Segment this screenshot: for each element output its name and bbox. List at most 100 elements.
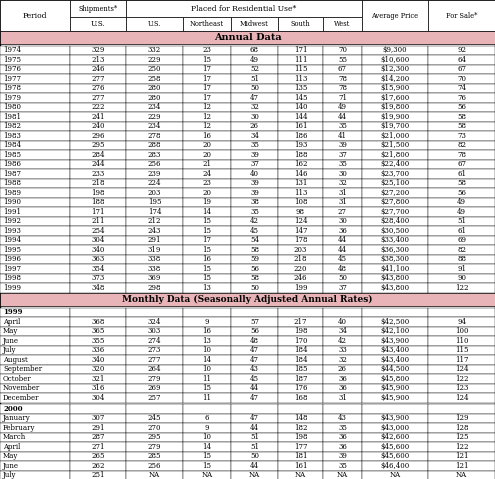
Bar bbox=[362, 83, 428, 93]
Text: July: July bbox=[3, 471, 16, 479]
Text: 27: 27 bbox=[338, 208, 347, 216]
Bar bbox=[278, 404, 323, 413]
Bar bbox=[126, 317, 183, 327]
Bar bbox=[183, 65, 231, 74]
Bar bbox=[428, 160, 495, 169]
Text: 124: 124 bbox=[455, 394, 468, 402]
Bar bbox=[231, 17, 278, 31]
Text: 56: 56 bbox=[457, 189, 466, 197]
Text: 145: 145 bbox=[294, 94, 307, 102]
Text: 78: 78 bbox=[457, 151, 466, 159]
Bar bbox=[428, 404, 495, 413]
Text: 246: 246 bbox=[294, 274, 307, 282]
Text: 51: 51 bbox=[250, 75, 259, 83]
Bar bbox=[183, 413, 231, 423]
Text: March: March bbox=[3, 433, 26, 441]
Bar bbox=[126, 179, 183, 188]
Bar bbox=[0, 46, 70, 55]
Text: June: June bbox=[3, 462, 19, 470]
Text: 30: 30 bbox=[338, 170, 347, 178]
Text: 37: 37 bbox=[338, 284, 347, 292]
Text: Period: Period bbox=[23, 11, 47, 20]
Bar bbox=[0, 336, 70, 345]
Bar bbox=[0, 226, 70, 236]
Text: 262: 262 bbox=[91, 462, 105, 470]
Bar bbox=[428, 461, 495, 470]
Bar bbox=[323, 442, 362, 452]
Bar bbox=[183, 179, 231, 188]
Bar bbox=[0, 122, 70, 131]
Text: 1992: 1992 bbox=[3, 217, 21, 225]
Bar bbox=[0, 293, 495, 306]
Text: 50: 50 bbox=[250, 452, 259, 460]
Bar bbox=[183, 308, 231, 317]
Bar bbox=[126, 274, 183, 283]
Text: 304: 304 bbox=[91, 236, 104, 244]
Bar bbox=[278, 374, 323, 384]
Bar bbox=[231, 345, 278, 355]
Text: 35: 35 bbox=[338, 424, 347, 432]
Text: 161: 161 bbox=[294, 122, 307, 130]
Text: 147: 147 bbox=[294, 227, 307, 235]
Bar bbox=[231, 355, 278, 365]
Bar bbox=[278, 327, 323, 336]
Text: 78: 78 bbox=[338, 84, 347, 92]
Text: $22,400: $22,400 bbox=[380, 160, 410, 168]
Bar bbox=[362, 374, 428, 384]
Text: 186: 186 bbox=[294, 132, 307, 140]
Bar bbox=[70, 122, 126, 131]
Text: 178: 178 bbox=[294, 236, 307, 244]
Text: 288: 288 bbox=[148, 141, 161, 149]
Text: 42: 42 bbox=[250, 217, 259, 225]
Bar bbox=[183, 317, 231, 327]
Text: 12: 12 bbox=[202, 103, 211, 111]
Text: NA: NA bbox=[390, 471, 400, 479]
Bar bbox=[126, 393, 183, 402]
Text: Northeast: Northeast bbox=[190, 20, 224, 28]
Text: 184: 184 bbox=[294, 346, 307, 354]
Bar bbox=[231, 384, 278, 393]
Text: 1983: 1983 bbox=[3, 132, 21, 140]
Bar bbox=[231, 433, 278, 442]
Bar bbox=[0, 308, 70, 317]
Bar bbox=[70, 179, 126, 188]
Bar bbox=[70, 46, 126, 55]
Bar bbox=[126, 442, 183, 452]
Text: $15,900: $15,900 bbox=[380, 84, 410, 92]
Bar bbox=[126, 461, 183, 470]
Bar bbox=[278, 46, 323, 55]
Text: 279: 279 bbox=[148, 443, 161, 451]
Bar bbox=[126, 423, 183, 433]
Bar bbox=[231, 404, 278, 413]
Text: 71: 71 bbox=[338, 94, 347, 102]
Text: 340: 340 bbox=[91, 356, 104, 364]
Bar bbox=[278, 83, 323, 93]
Bar bbox=[278, 74, 323, 83]
Bar bbox=[323, 345, 362, 355]
Bar bbox=[183, 160, 231, 169]
Bar bbox=[362, 74, 428, 83]
Bar bbox=[126, 103, 183, 112]
Text: 117: 117 bbox=[455, 356, 468, 364]
Bar bbox=[278, 226, 323, 236]
Bar bbox=[278, 355, 323, 365]
Text: 265: 265 bbox=[91, 452, 105, 460]
Text: 61: 61 bbox=[457, 227, 466, 235]
Bar bbox=[0, 236, 70, 245]
Text: May: May bbox=[3, 327, 18, 335]
Bar bbox=[70, 217, 126, 226]
Bar bbox=[428, 264, 495, 274]
Text: $28,400: $28,400 bbox=[380, 217, 410, 225]
Bar bbox=[278, 140, 323, 150]
Bar bbox=[362, 207, 428, 217]
Bar bbox=[183, 83, 231, 93]
Bar bbox=[278, 160, 323, 169]
Text: 269: 269 bbox=[148, 384, 161, 392]
Text: 58: 58 bbox=[457, 113, 466, 121]
Bar bbox=[0, 217, 70, 226]
Text: 251: 251 bbox=[91, 471, 105, 479]
Text: 92: 92 bbox=[457, 46, 466, 54]
Text: 11: 11 bbox=[202, 394, 211, 402]
Bar bbox=[70, 207, 126, 217]
Bar bbox=[362, 150, 428, 160]
